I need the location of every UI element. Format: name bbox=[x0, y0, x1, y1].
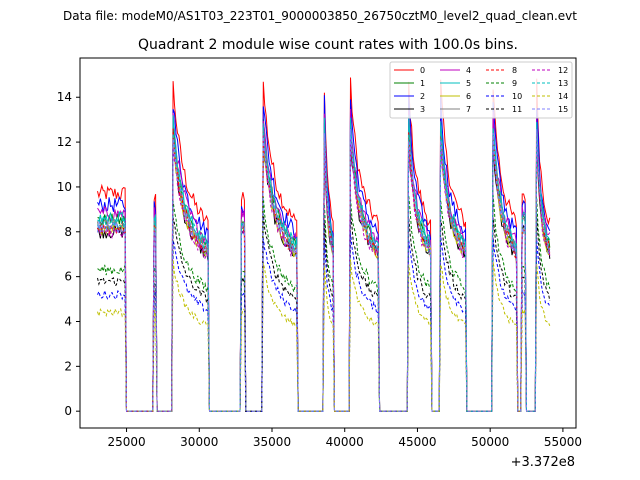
legend-label: 1 bbox=[420, 79, 425, 88]
x-tick-label: 50000 bbox=[471, 435, 509, 449]
y-tick-label: 0 bbox=[64, 404, 72, 418]
x-tick-label: 35000 bbox=[253, 435, 291, 449]
y-tick-label: 8 bbox=[64, 225, 72, 239]
axes-frame bbox=[79, 57, 577, 429]
x-tick-label: 55000 bbox=[544, 435, 582, 449]
legend-label: 14 bbox=[558, 92, 568, 101]
legend-label: 12 bbox=[558, 66, 568, 75]
legend-label: 5 bbox=[466, 79, 471, 88]
legend-label: 11 bbox=[512, 105, 522, 114]
legend-box bbox=[389, 61, 573, 119]
y-tick-label: 6 bbox=[64, 270, 72, 284]
x-tick-label: 30000 bbox=[180, 435, 218, 449]
legend-label: 15 bbox=[558, 105, 568, 114]
series-line-15 bbox=[97, 128, 551, 412]
legend-label: 3 bbox=[420, 105, 425, 114]
y-tick-label: 14 bbox=[57, 90, 72, 104]
legend-label: 2 bbox=[420, 92, 425, 101]
x-tick-label: 25000 bbox=[107, 435, 145, 449]
plot-area bbox=[97, 77, 551, 412]
chart-suptitle: Data file: modeM0/AS1T03_223T01_90000038… bbox=[63, 9, 577, 23]
x-axis: 25000 30000 35000 40000 45000 50000 55000 bbox=[107, 428, 582, 449]
y-tick-label: 12 bbox=[57, 135, 72, 149]
legend-label: 9 bbox=[512, 79, 517, 88]
legend-label: 4 bbox=[466, 66, 471, 75]
chart-title: Quadrant 2 module wise count rates with … bbox=[138, 37, 518, 53]
legend-label: 10 bbox=[512, 92, 522, 101]
x-tick-label: 45000 bbox=[398, 435, 436, 449]
y-tick-label: 2 bbox=[64, 359, 72, 373]
legend-label: 8 bbox=[512, 66, 517, 75]
y-tick-label: 4 bbox=[64, 314, 72, 328]
legend-label: 6 bbox=[466, 92, 471, 101]
legend-label: 13 bbox=[558, 79, 568, 88]
legend-label: 0 bbox=[420, 66, 425, 75]
legend-label: 7 bbox=[466, 105, 471, 114]
y-axis: 0 2 4 6 8 10 12 14 bbox=[57, 90, 80, 418]
x-tick-label: 40000 bbox=[326, 435, 364, 449]
x-offset-label: +3.372e8 bbox=[511, 455, 575, 470]
y-tick-label: 10 bbox=[57, 180, 72, 194]
